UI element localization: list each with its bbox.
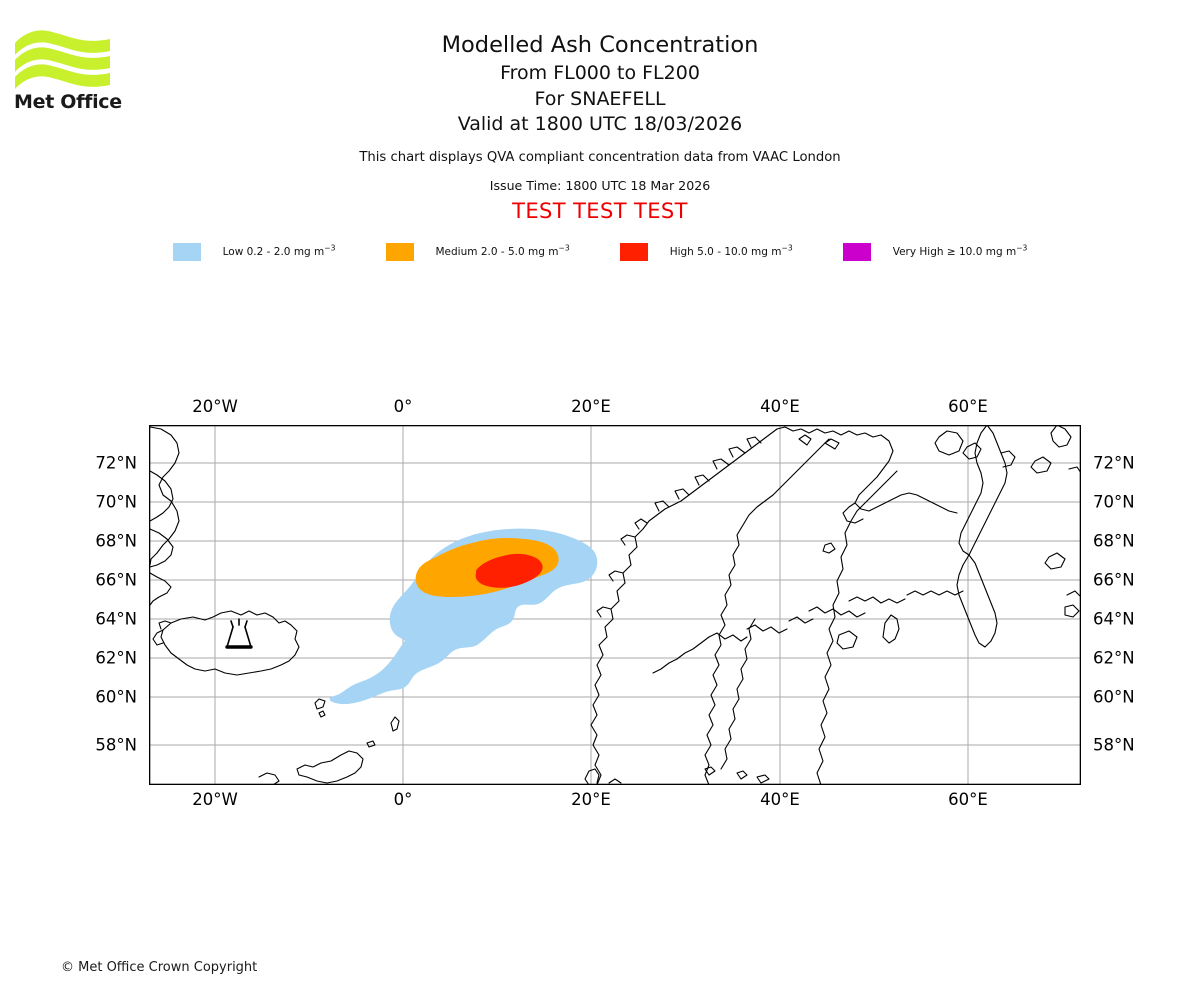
concentration-legend: Low 0.2 - 2.0 mg m−3 Medium 2.0 - 5.0 mg… bbox=[0, 243, 1200, 261]
lon-tick-top-4: 60°E bbox=[948, 397, 988, 416]
lon-tick-bottom-4: 60°E bbox=[948, 790, 988, 809]
lat-tick-right-0: 72°N bbox=[1093, 453, 1135, 473]
legend-swatch-very-high bbox=[842, 243, 871, 261]
map-coastlines bbox=[149, 425, 1081, 785]
map-gridlines bbox=[149, 425, 1081, 785]
ash-concentration-map: 20°W 0° 20°E 40°E 60°E 20°W 0° 20°E 40°E… bbox=[95, 397, 1134, 809]
lat-tick-left-0: 72°N bbox=[95, 453, 137, 473]
legend-swatch-high bbox=[619, 243, 648, 261]
flight-level-range: From FL000 to FL200 bbox=[500, 62, 700, 84]
met-office-wordmark: Met Office bbox=[14, 91, 122, 113]
lat-tick-right-3: 66°N bbox=[1093, 570, 1135, 590]
volcano-name: For SNAEFELL bbox=[534, 87, 666, 110]
valid-time: Valid at 1800 UTC 18/03/2026 bbox=[457, 113, 743, 135]
copyright-notice: © Met Office Crown Copyright bbox=[61, 960, 258, 975]
lon-tick-top-0: 20°W bbox=[192, 397, 238, 416]
met-office-logo: Met Office bbox=[14, 28, 124, 113]
ash-contour-high bbox=[475, 553, 543, 588]
issue-time: Issue Time: 1800 UTC 18 Mar 2026 bbox=[489, 177, 711, 193]
lat-tick-right-6: 60°N bbox=[1093, 687, 1135, 707]
legend-label-very-high: Very High ≥ 10.0 mg m−3 bbox=[892, 243, 1028, 258]
met-office-wave-logo-icon bbox=[15, 30, 110, 89]
lon-tick-bottom-2: 20°E bbox=[571, 790, 611, 809]
lat-tick-right-7: 58°N bbox=[1093, 735, 1135, 755]
lat-tick-right-2: 68°N bbox=[1093, 531, 1135, 551]
map-canvas bbox=[149, 425, 1081, 785]
lat-tick-left-2: 68°N bbox=[95, 531, 137, 551]
map-frame bbox=[149, 425, 1081, 785]
lat-tick-left-6: 60°N bbox=[95, 687, 137, 707]
legend-swatch-medium bbox=[385, 243, 414, 261]
legend-label-high: High 5.0 - 10.0 mg m−3 bbox=[669, 243, 793, 258]
lat-tick-right-4: 64°N bbox=[1093, 609, 1135, 629]
lon-tick-top-3: 40°E bbox=[760, 397, 800, 416]
lat-tick-right-1: 70°N bbox=[1093, 492, 1135, 512]
lat-tick-left-1: 70°N bbox=[95, 492, 137, 512]
lat-tick-left-4: 64°N bbox=[95, 609, 137, 629]
lat-tick-left-5: 62°N bbox=[95, 648, 137, 668]
ash-plume-contours bbox=[329, 528, 598, 705]
page-title: Modelled Ash Concentration bbox=[441, 32, 759, 58]
volcano-marker-icon bbox=[225, 618, 253, 649]
lon-tick-bottom-3: 40°E bbox=[760, 790, 800, 809]
lat-tick-left-3: 66°N bbox=[95, 570, 137, 590]
legend-item-medium: Medium 2.0 - 5.0 mg m−3 bbox=[385, 243, 570, 261]
legend-label-medium: Medium 2.0 - 5.0 mg m−3 bbox=[435, 243, 570, 258]
test-banner: TEST TEST TEST bbox=[512, 198, 688, 223]
legend-item-high: High 5.0 - 10.0 mg m−3 bbox=[619, 243, 793, 261]
lat-tick-right-5: 62°N bbox=[1093, 648, 1135, 668]
legend-item-very-high: Very High ≥ 10.0 mg m−3 bbox=[842, 243, 1028, 261]
lon-tick-top-2: 20°E bbox=[571, 397, 611, 416]
lon-tick-top-1: 0° bbox=[393, 397, 413, 416]
qva-note: This chart displays QVA compliant concen… bbox=[359, 149, 841, 165]
legend-item-low: Low 0.2 - 2.0 mg m−3 bbox=[172, 243, 336, 261]
legend-swatch-low bbox=[172, 243, 201, 261]
chart-heading: Modelled Ash Concentration From FL000 to… bbox=[0, 30, 1200, 224]
legend-label-low: Low 0.2 - 2.0 mg m−3 bbox=[222, 243, 336, 258]
lon-tick-bottom-1: 0° bbox=[393, 790, 413, 809]
lon-tick-bottom-0: 20°W bbox=[192, 790, 238, 809]
lat-tick-left-7: 58°N bbox=[95, 735, 137, 755]
